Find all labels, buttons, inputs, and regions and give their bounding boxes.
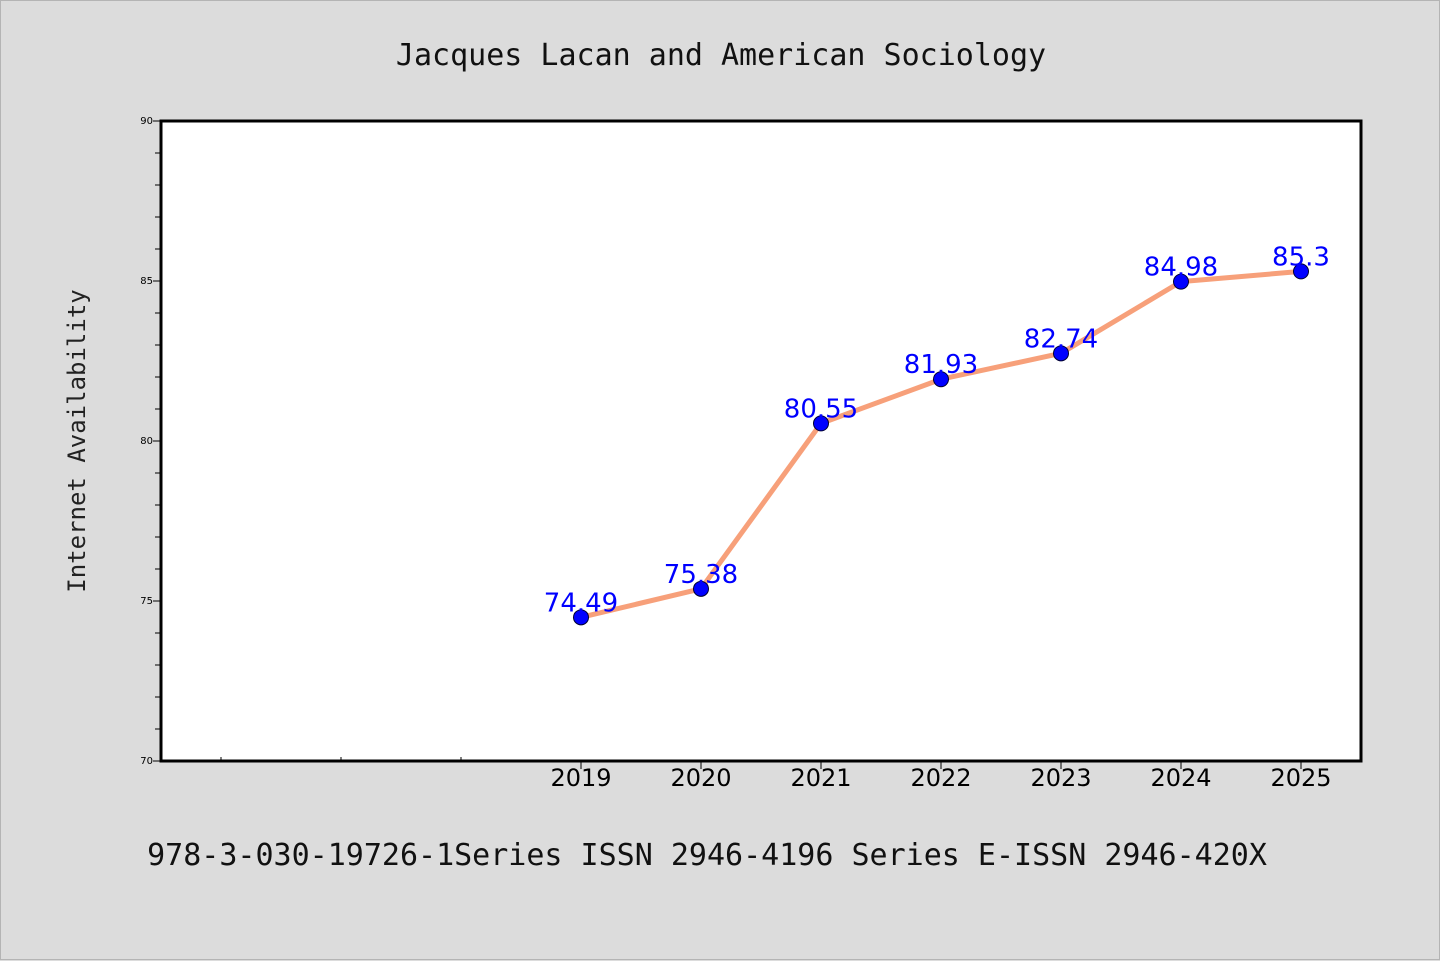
x-tick-label: 2022 [910,764,971,792]
data-label: 85.3 [1272,242,1330,272]
footer-isbn-text: 978-3-030-19726-1Series ISSN 2946-4196 S… [147,838,1267,873]
data-label: 82.74 [1024,324,1098,354]
data-label: 80.55 [784,394,858,424]
y-tick-label: 90 [140,116,153,127]
data-point-marker [1293,263,1309,280]
data-label: 75.38 [664,560,738,590]
data-label: 84.98 [1144,253,1218,283]
y-tick-label: 75 [140,596,153,607]
plot-frame [159,119,1363,763]
data-point-marker [1173,273,1189,290]
x-tick-label: 2020 [670,764,731,792]
data-point-marker [573,609,589,626]
marker-group [573,263,1309,626]
data-label-group: 74.49 75.38 80.55 81.93 82.74 84.98 85.3 [544,242,1330,618]
data-point-marker [693,580,709,597]
x-tick-label: 2021 [790,764,851,792]
y-tick-label: 85 [140,276,153,287]
data-point-marker [933,371,949,388]
x-tick-label: 2025 [1270,764,1331,792]
data-point-marker [813,415,829,432]
x-tick-label: 2024 [1150,764,1211,792]
y-axis-ticks: 70 75 80 85 90 [140,116,161,767]
data-point-marker [1053,345,1069,362]
y-tick-label: 80 [140,436,153,447]
x-tick-label: 2023 [1030,764,1091,792]
x-axis-ticks: 2019 2020 2021 2022 2023 2024 2025 [220,757,1332,792]
x-tick-label: 2019 [550,764,611,792]
data-label: 74.49 [544,588,618,618]
data-label: 81.93 [904,350,978,380]
chart-title: Jacques Lacan and American Sociology [396,38,1046,73]
plot-area [161,121,1361,761]
y-axis-label: Internet Availability [63,289,91,592]
y-tick-label: 70 [140,756,153,767]
